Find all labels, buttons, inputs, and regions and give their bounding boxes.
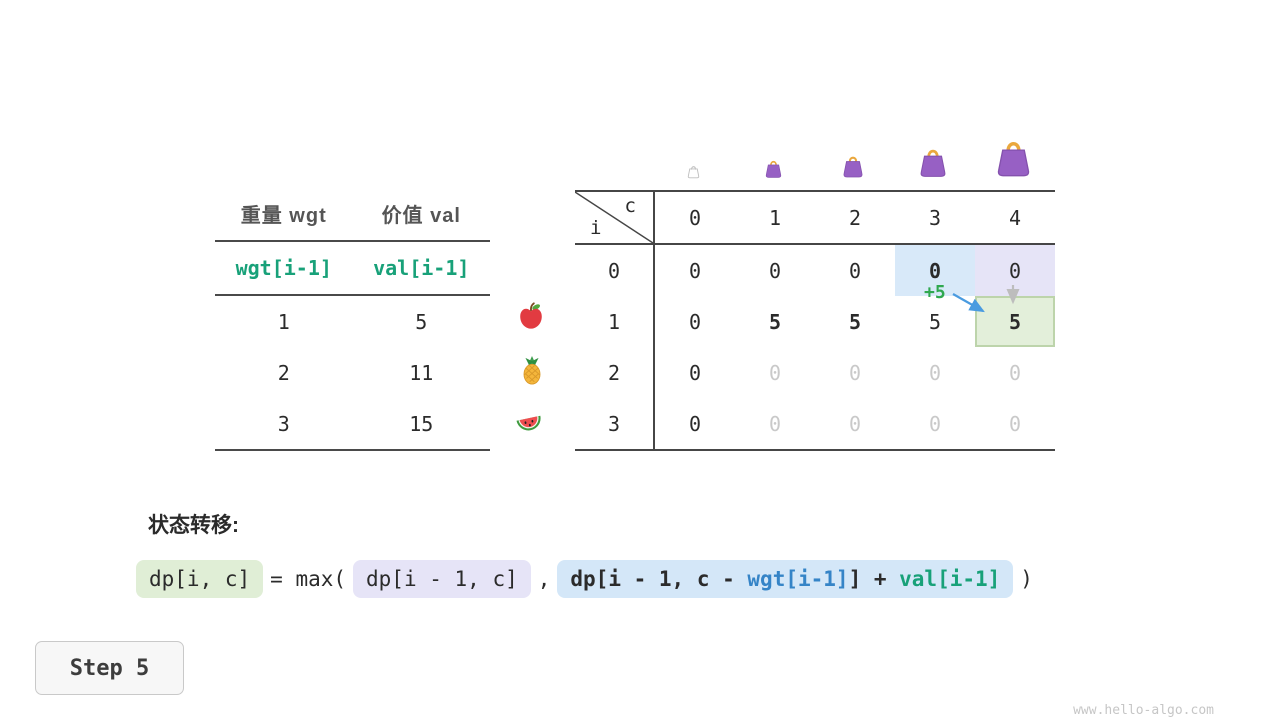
corner-diagonal-line: [575, 192, 653, 243]
items-table: 重量 wgt 价值 val wgt[i-1] val[i-1] 1 5 2 11…: [215, 186, 490, 451]
dp-col-header-1: 1: [735, 192, 815, 245]
step-badge: Step 5: [35, 641, 184, 695]
formula-arg2-infix: ] +: [848, 567, 900, 591]
item-3-weight: 3: [277, 411, 290, 436]
item-1-value: 5: [415, 309, 428, 334]
items-row-1: 1 5: [215, 296, 490, 347]
dp-col-header-0: 0: [655, 192, 735, 245]
dp-cell-r1-c2: 5: [848, 309, 862, 334]
watermark: www.hello-algo.com: [1073, 703, 1214, 718]
state-transition-formula: dp[i, c] = max( dp[i - 1, c] , dp[i - 1,…: [136, 560, 1040, 598]
bag-medium-icon: [843, 156, 863, 178]
dp-col-header-4: 4: [975, 192, 1055, 245]
formula-separator: ,: [537, 567, 551, 591]
dp-cell-r3-c3: 0: [928, 411, 942, 436]
formula-arg1-box: dp[i - 1, c]: [353, 560, 531, 598]
dp-cell-r2-c2: 0: [848, 360, 862, 385]
dp-cell-r1-c4: 5: [975, 296, 1055, 347]
dp-cell-r3-c2: 0: [848, 411, 862, 436]
items-table-header: 重量 wgt 价值 val: [215, 186, 490, 242]
dp-cell-r1-c0: 0: [688, 309, 702, 334]
dp-cell-r2-c4: 0: [1008, 360, 1022, 385]
bag-xlarge-icon: [997, 142, 1030, 177]
dp-row-header-1: 1: [575, 296, 655, 347]
items-val-formula: val[i-1]: [373, 256, 470, 280]
dp-cell-r2-c1: 0: [768, 360, 782, 385]
bag-large-icon: [920, 149, 946, 177]
dp-row-header-2: 2: [575, 347, 655, 398]
dp-cell-r2-c0: 0: [688, 360, 702, 385]
dp-cell-r0-c4: 0: [975, 245, 1055, 296]
items-row-2: 2 11: [215, 347, 490, 398]
items-formula-row: wgt[i-1] val[i-1]: [215, 242, 490, 296]
formula-lhs-box: dp[i, c]: [136, 560, 264, 598]
formula-closing: ): [1020, 567, 1033, 591]
apple-icon: [520, 302, 542, 329]
dp-cell-r0-c2: 0: [848, 258, 862, 283]
formula-operator: = max(: [270, 567, 347, 591]
state-transition-label: 状态转移:: [148, 514, 239, 537]
dp-cell-r0-c3: 0: [895, 245, 975, 296]
dp-cell-r3-c4: 0: [1008, 411, 1022, 436]
dp-cell-r3-c1: 0: [768, 411, 782, 436]
dp-cell-r0-c0: 0: [688, 258, 702, 283]
items-header-weight: 重量 wgt: [240, 204, 327, 227]
item-3-value: 15: [409, 411, 434, 436]
items-row-3: 3 15: [215, 398, 490, 451]
dp-col-header-3: 3: [895, 192, 975, 245]
formula-arg2-prefix: dp[i - 1, c -: [570, 567, 748, 591]
formula-arg2-box: dp[i - 1, c - wgt[i-1]] + val[i-1]: [557, 560, 1014, 598]
dp-row-header-0: 0: [575, 245, 655, 296]
pineapple-icon: [523, 355, 541, 385]
dp-corner-cell: c i: [575, 192, 655, 245]
formula-arg2-val: val[i-1]: [899, 567, 1001, 591]
plus-five-annotation: +5: [924, 282, 946, 303]
item-2-value: 11: [409, 360, 434, 385]
watermelon-icon: [516, 415, 541, 431]
dp-cell-r2-c3: 0: [928, 360, 942, 385]
dp-corner-col-label: c: [624, 195, 636, 217]
bag-small-icon: [765, 160, 782, 178]
item-1-weight: 1: [277, 309, 290, 334]
dp-corner-row-label: i: [590, 217, 602, 239]
dp-table: c i 0 1 2 3 4 0 0 0 0 0 0 1 0 5 5 5 5 2 …: [575, 190, 1055, 451]
dp-cell-r3-c0: 0: [688, 411, 702, 436]
dp-col-header-2: 2: [815, 192, 895, 245]
items-header-value: 价值 val: [381, 204, 461, 227]
dp-cell-r1-c3: 5: [928, 309, 942, 334]
items-wgt-formula: wgt[i-1]: [235, 256, 332, 280]
dp-row-header-3: 3: [575, 398, 655, 449]
bag-empty-icon: [687, 166, 700, 179]
dp-cell-r0-c1: 0: [768, 258, 782, 283]
formula-arg2-wgt: wgt[i-1]: [747, 567, 849, 591]
item-2-weight: 2: [277, 360, 290, 385]
dp-cell-r1-c1: 5: [768, 309, 782, 334]
